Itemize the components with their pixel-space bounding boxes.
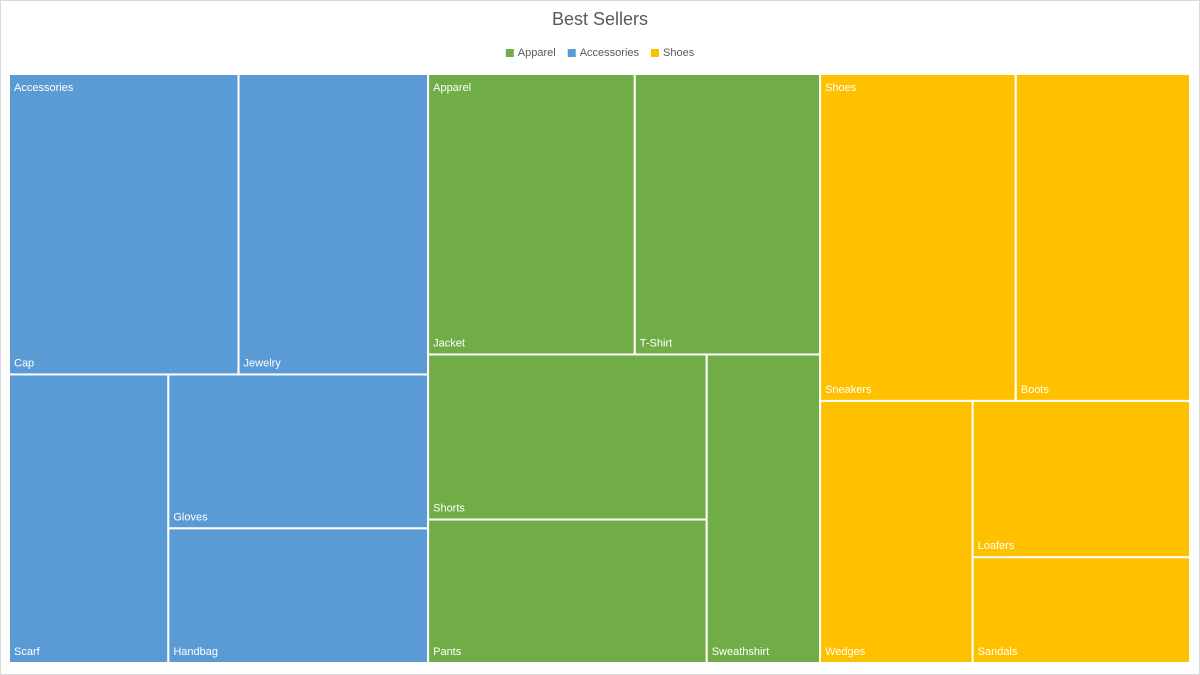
legend: Apparel Accessories Shoes <box>505 47 695 59</box>
tile <box>8 373 170 664</box>
chart-title: Best Sellers <box>552 9 648 29</box>
group-label: Apparel <box>433 82 471 94</box>
tile-label: Gloves <box>173 511 208 523</box>
tile-label: Sweathshirt <box>712 646 769 658</box>
legend-label: Shoes <box>663 47 695 59</box>
tile-label: T-Shirt <box>640 337 672 349</box>
tile <box>971 399 1191 559</box>
tile-label: Sneakers <box>825 384 872 396</box>
tile <box>167 527 430 664</box>
tile <box>633 73 822 356</box>
legend-label: Apparel <box>518 47 556 59</box>
tile-label: Boots <box>1021 384 1050 396</box>
legend-label: Accessories <box>580 47 640 59</box>
tile <box>1014 73 1191 402</box>
legend-marker <box>505 49 514 57</box>
tile-label: Loafers <box>978 540 1015 552</box>
tile-label: Cap <box>14 357 34 369</box>
tile-label: Handbag <box>173 646 218 658</box>
tile <box>237 73 430 376</box>
tile <box>819 73 1017 402</box>
tile-label: Jacket <box>433 337 465 349</box>
tile-label: Shorts <box>433 502 465 514</box>
legend-marker <box>567 49 576 57</box>
tile-label: Jewelry <box>244 357 282 369</box>
group-label: Accessories <box>14 82 74 94</box>
tile-label: Sandals <box>978 646 1018 658</box>
tile <box>705 353 822 664</box>
tile-label: Wedges <box>825 646 866 658</box>
legend-marker <box>651 49 660 57</box>
tile-label: Scarf <box>14 646 41 658</box>
tile <box>167 373 430 530</box>
tile <box>427 518 708 664</box>
tile-label: Pants <box>433 646 462 658</box>
tile <box>971 556 1191 664</box>
tile <box>819 399 974 664</box>
tile <box>8 73 240 376</box>
tile <box>427 73 636 356</box>
tile <box>427 353 708 521</box>
group-label: Shoes <box>825 82 857 94</box>
